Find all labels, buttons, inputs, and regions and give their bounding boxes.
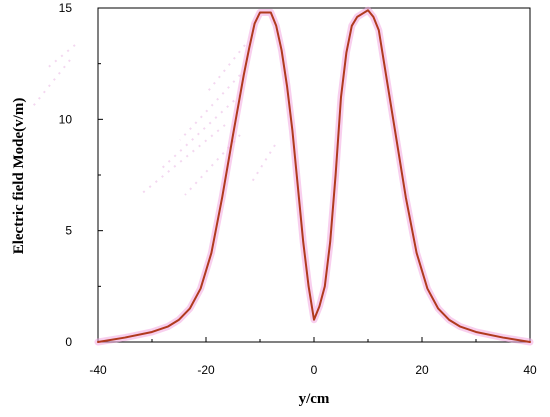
x-tick-label: 20 — [415, 363, 429, 377]
plot-frame — [97, 7, 531, 343]
series-group — [94, 6, 534, 346]
x-tick-label: -20 — [197, 363, 215, 377]
x-tick-label: -40 — [89, 363, 107, 377]
artifact-dash — [184, 134, 241, 196]
y-axis-ticks: 0 5 10 15 — [59, 1, 103, 349]
background-dot-artifacts — [29, 44, 276, 196]
y-tick-label: 0 — [65, 335, 72, 349]
series-line — [97, 9, 531, 343]
x-axis-ticks: -40 -20 0 20 40 — [89, 337, 537, 377]
x-axis-title: y/cm — [299, 391, 330, 407]
y-tick-label: 10 — [59, 112, 73, 126]
y-axis-title: Electric field Mode(v/m) — [11, 98, 27, 255]
x-tick-label: 0 — [311, 363, 318, 377]
artifact-dash — [204, 44, 246, 96]
artifact-dash — [139, 124, 226, 196]
y-tick-label: 5 — [65, 224, 72, 238]
artifact-dash — [29, 59, 71, 111]
artifact-dash — [179, 74, 241, 141]
artifact-dash — [249, 144, 276, 186]
x-tick-label: 40 — [523, 363, 537, 377]
artifact-dash — [44, 44, 76, 71]
y-tick-label: 15 — [59, 1, 73, 15]
